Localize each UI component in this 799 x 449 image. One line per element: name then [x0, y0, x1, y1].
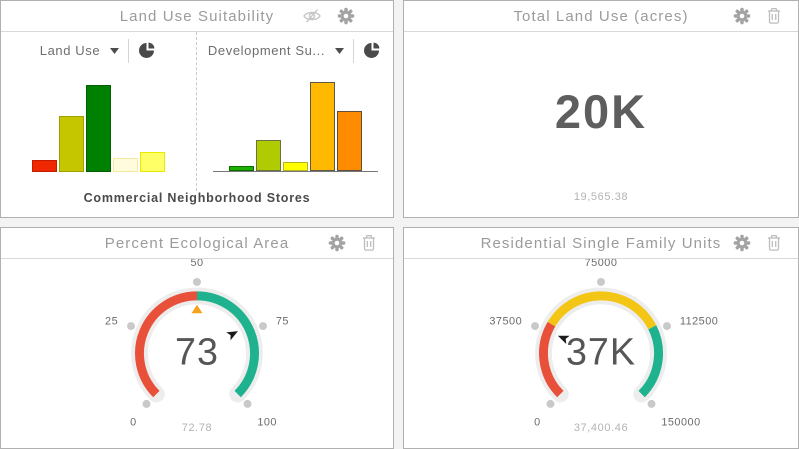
pie-chart-icon	[139, 42, 155, 58]
land-use-bar-chart	[31, 77, 166, 172]
panel-header: Land Use Suitability	[1, 1, 393, 32]
bar	[228, 166, 254, 171]
trash-icon	[363, 234, 375, 251]
pie-chart-icon	[364, 42, 380, 58]
bar	[140, 152, 165, 172]
settings-button[interactable]	[328, 234, 346, 252]
settings-button[interactable]	[733, 7, 751, 25]
chevron-down-icon	[335, 47, 345, 54]
svg-text:73: 73	[175, 330, 219, 372]
svg-text:75000: 75000	[585, 257, 618, 269]
bar	[255, 139, 281, 171]
panel-total-land-use: Total Land Use (acres)	[403, 0, 799, 218]
settings-button[interactable]	[733, 234, 751, 252]
residential-exact-value: 37,400.46	[573, 422, 629, 434]
suitability-charts: Land Use	[1, 32, 393, 191]
ecological-exact-value: 72.78	[181, 422, 213, 434]
eye-off-icon	[303, 9, 321, 23]
svg-text:50: 50	[190, 257, 203, 269]
ecological-area-gauge: 0 25 50 75 100 73	[105, 257, 289, 426]
trash-icon	[768, 7, 780, 24]
panel-land-use-suitability: Land Use Suitability	[0, 0, 394, 218]
residential-units-gauge: 0 37500 75000 112500 150000 37K	[489, 257, 719, 426]
trash-icon	[768, 234, 780, 251]
svg-text:37K: 37K	[566, 330, 636, 372]
panel-header: Percent Ecological Area	[1, 228, 393, 259]
bar	[309, 81, 335, 171]
bar	[86, 84, 111, 172]
panel-percent-ecological-area: Percent Ecological Area	[0, 227, 394, 449]
gear-icon	[733, 234, 751, 252]
total-land-use-value: 20K	[554, 85, 648, 138]
delete-button[interactable]	[766, 234, 782, 252]
delete-button[interactable]	[766, 7, 782, 25]
svg-text:37500: 37500	[489, 316, 522, 328]
svg-text:100: 100	[257, 417, 277, 426]
settings-button[interactable]	[337, 7, 355, 25]
svg-text:112500: 112500	[680, 316, 719, 328]
dropdown-label: Land Use	[39, 43, 101, 58]
gear-icon	[733, 7, 751, 25]
bar	[32, 159, 57, 172]
total-land-use-exact-value: 19,565.38	[573, 191, 629, 203]
visibility-toggle-button[interactable]	[302, 8, 322, 24]
panel-header: Total Land Use (acres)	[404, 1, 798, 32]
svg-text:0: 0	[534, 417, 541, 426]
bar	[282, 162, 308, 171]
divider	[128, 38, 130, 63]
land-use-dropdown[interactable]: Land Use	[39, 43, 120, 58]
delete-button[interactable]	[361, 234, 377, 252]
svg-text:25: 25	[105, 316, 118, 328]
panel-residential-single-family-units: Residential Single Family Units	[403, 227, 799, 449]
dropdown-label: Development Su...	[207, 43, 326, 58]
svg-text:0: 0	[130, 417, 137, 426]
chart-type-pie-button[interactable]	[138, 41, 157, 60]
gear-icon	[337, 7, 355, 25]
development-suitability-bar-chart	[212, 76, 378, 172]
divider	[353, 38, 355, 63]
panel-header: Residential Single Family Units	[404, 228, 798, 259]
svg-text:75: 75	[276, 316, 289, 328]
svg-text:150000: 150000	[661, 417, 700, 426]
land-use-chart-column: Land Use	[1, 32, 197, 191]
selected-category-label: Commercial Neighborhood Stores	[83, 191, 311, 205]
gear-icon	[328, 234, 346, 252]
development-suitability-dropdown[interactable]: Development Su...	[207, 43, 345, 58]
chevron-down-icon	[110, 47, 120, 54]
chart-type-pie-button[interactable]	[363, 41, 382, 60]
bar	[336, 111, 362, 171]
bar	[59, 115, 84, 172]
development-suitability-chart-column: Development Su...	[197, 32, 393, 191]
bar	[113, 157, 138, 172]
